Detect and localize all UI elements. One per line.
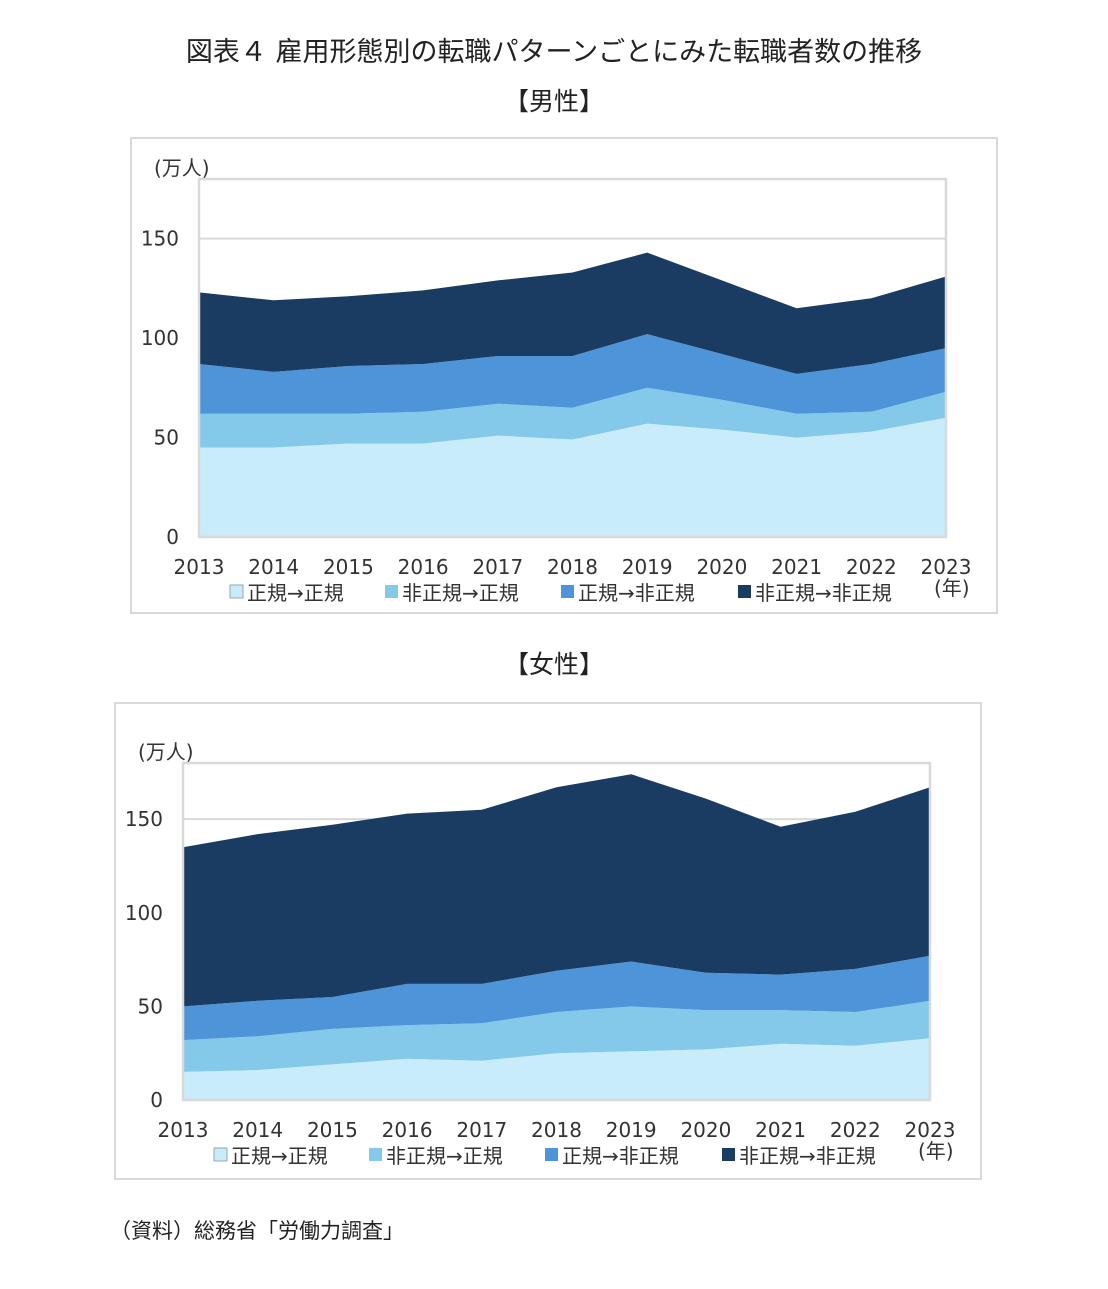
x-tick-label: 2023: [921, 555, 972, 579]
x-tick-label: 2014: [248, 555, 299, 579]
x-tick-label: 2021: [771, 555, 822, 579]
x-unit-label: (年): [934, 576, 970, 600]
area-series-3: [183, 955, 930, 1041]
x-tick-label: 2022: [846, 555, 897, 579]
legend-swatch: [738, 585, 751, 598]
y-tick-label: 0: [166, 525, 179, 549]
female-chart-panel: 0 50 100 150 2013 2014 2015 2016 2017 2018 2019 202…: [114, 702, 982, 1180]
legend-label: 非正規→非正規: [739, 1144, 876, 1168]
legend-label: 非正規→正規: [402, 581, 519, 605]
x-tick-label: 2017: [456, 1118, 507, 1142]
male-area-chart: 0 50 100 150 2013 2014 2015 2016 2017 2018 2019 202…: [141, 156, 972, 605]
x-tick-label: 2015: [307, 1118, 358, 1142]
x-tick-label: 2023: [905, 1118, 956, 1142]
y-tick-label: 50: [154, 426, 179, 450]
x-tick-label: 2019: [606, 1118, 657, 1142]
x-tick-label: 2019: [622, 555, 673, 579]
legend-swatch: [385, 585, 398, 598]
y-tick-label: 150: [141, 227, 179, 251]
legend-swatch: [369, 1148, 382, 1161]
source-note: （資料）総務省「労働力調査」: [110, 1219, 404, 1243]
x-tick-label: 2013: [158, 1118, 209, 1142]
y-unit-label: (万人): [154, 156, 210, 180]
area-series-2: [183, 1000, 930, 1072]
male-chart-subtitle: 【男性】: [503, 87, 604, 116]
area-series-4: [183, 774, 930, 1007]
x-tick-label: 2022: [830, 1118, 881, 1142]
x-tick-label: 2020: [680, 1118, 731, 1142]
x-tick-label: 2013: [174, 555, 225, 579]
area-series-3: [199, 334, 946, 414]
x-tick-label: 2016: [382, 1118, 433, 1142]
legend-label: 正規→非正規: [562, 1144, 679, 1168]
x-tick-label: 2016: [398, 555, 449, 579]
legend-label: 正規→正規: [231, 1144, 328, 1168]
y-tick-label: 50: [138, 994, 163, 1018]
female-area-chart: 0 50 100 150 2013 2014 2015 2016 2017 2018 2019 202…: [125, 740, 956, 1168]
legend-label: 非正規→正規: [386, 1144, 503, 1168]
x-tick-label: 2020: [696, 555, 747, 579]
area-series-1: [199, 417, 946, 537]
x-tick-label: 2018: [531, 1118, 582, 1142]
area-series-2: [199, 387, 946, 448]
x-tick-label: 2015: [323, 555, 374, 579]
legend-swatch: [229, 584, 244, 599]
figure-title: 図表４ 雇用形態別の転職パターンごとにみた転職者数の推移: [185, 37, 923, 68]
legend-swatch: [561, 585, 574, 598]
x-tick-label: 2014: [232, 1118, 283, 1142]
female-chart-subtitle: 【女性】: [503, 650, 604, 679]
y-unit-label: (万人): [138, 740, 194, 764]
area-series-4: [199, 252, 946, 374]
y-tick-label: 100: [125, 901, 163, 925]
legend-label: 正規→非正規: [578, 581, 695, 605]
x-tick-label: 2018: [547, 555, 598, 579]
x-tick-label: 2021: [755, 1118, 806, 1142]
legend-swatch: [545, 1148, 558, 1161]
x-tick-label: 2017: [472, 555, 523, 579]
legend-label: 非正規→非正規: [755, 581, 892, 605]
y-tick-label: 100: [141, 326, 179, 350]
y-tick-label: 0: [150, 1088, 163, 1112]
plot-border: [181, 761, 932, 1102]
male-chart-panel: 0 50 100 150 2013 2014 2015 2016 2017 2018 2019 202…: [130, 137, 998, 614]
y-tick-label: 150: [125, 807, 163, 831]
x-unit-label: (年): [918, 1139, 954, 1163]
plot-border: [197, 177, 948, 539]
legend-label: 正規→正規: [247, 581, 344, 605]
legend-swatch: [722, 1148, 735, 1161]
legend-swatch: [213, 1147, 228, 1162]
area-series-1: [183, 1038, 930, 1100]
